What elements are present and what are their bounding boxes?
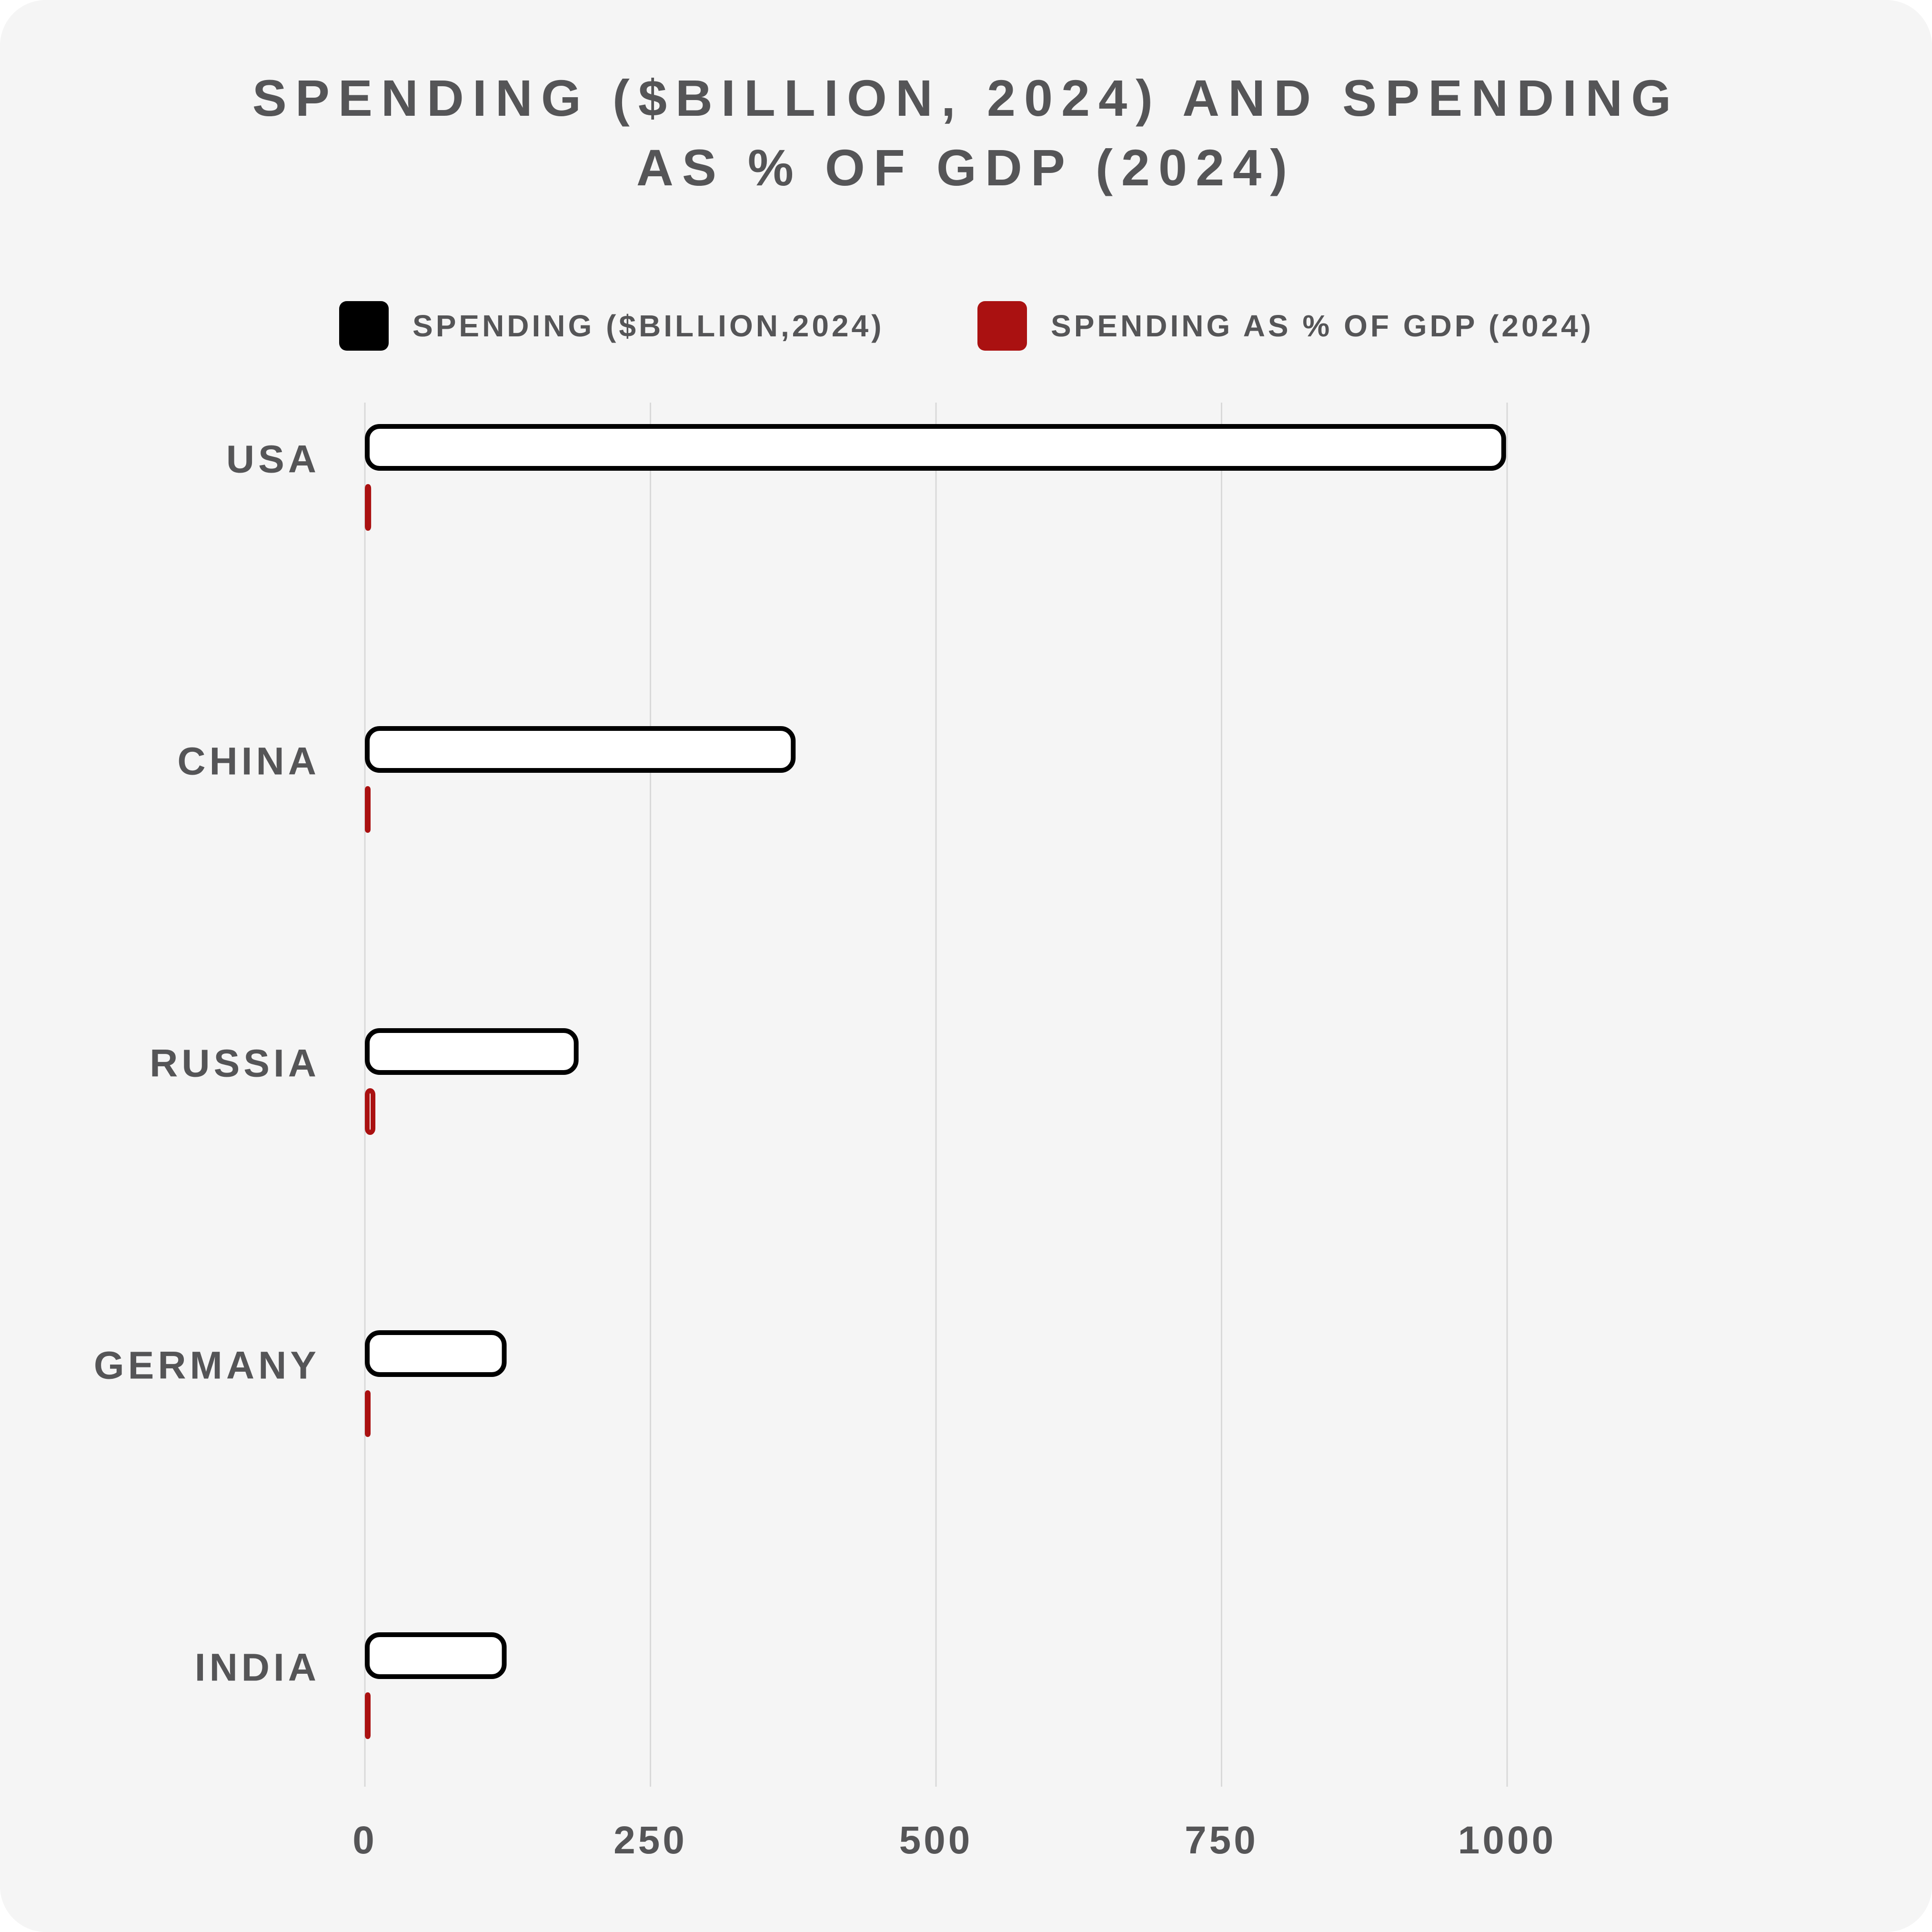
bar-gdp-share-china <box>365 786 371 833</box>
bar-gdp-share-germany <box>365 1390 371 1437</box>
category-label-china: CHINA <box>177 740 320 783</box>
chart-title-line-2: AS % OF GDP (2024) <box>636 139 1296 196</box>
x-tick-label-0: 0 <box>352 1819 377 1862</box>
x-tick-label-750: 750 <box>1185 1819 1258 1862</box>
legend-swatch-spending <box>339 301 389 351</box>
legend-item-spending: SPENDING ($BILLION,2024) <box>339 301 884 351</box>
legend-label-spending: SPENDING ($BILLION,2024) <box>413 309 885 343</box>
bar-spending-china <box>365 726 796 773</box>
legend-item-gdp-share: SPENDING AS % OF GDP (2024) <box>977 301 1594 351</box>
category-label-india: INDIA <box>195 1646 320 1689</box>
category-label-usa: USA <box>226 438 320 481</box>
bar-gdp-share-russia <box>365 1088 376 1135</box>
legend-swatch-gdp-share <box>977 301 1027 351</box>
x-tick-label-250: 250 <box>614 1819 687 1862</box>
bar-spending-india <box>365 1632 507 1679</box>
category-label-germany: GERMANY <box>94 1344 320 1387</box>
bar-spending-russia <box>365 1028 579 1075</box>
legend-label-gdp-share: SPENDING AS % OF GDP (2024) <box>1051 309 1594 343</box>
bar-gdp-share-usa <box>365 484 372 531</box>
bar-gdp-share-india <box>365 1692 371 1739</box>
chart-title-line-1: SPENDING ($BILLION, 2024) AND SPENDING <box>252 69 1680 127</box>
x-tick-label-1000: 1000 <box>1458 1819 1556 1862</box>
bar-spending-usa <box>365 424 1506 471</box>
bar-spending-germany <box>365 1330 507 1377</box>
x-tick-label-500: 500 <box>899 1819 973 1862</box>
category-label-russia: RUSSIA <box>150 1042 320 1085</box>
